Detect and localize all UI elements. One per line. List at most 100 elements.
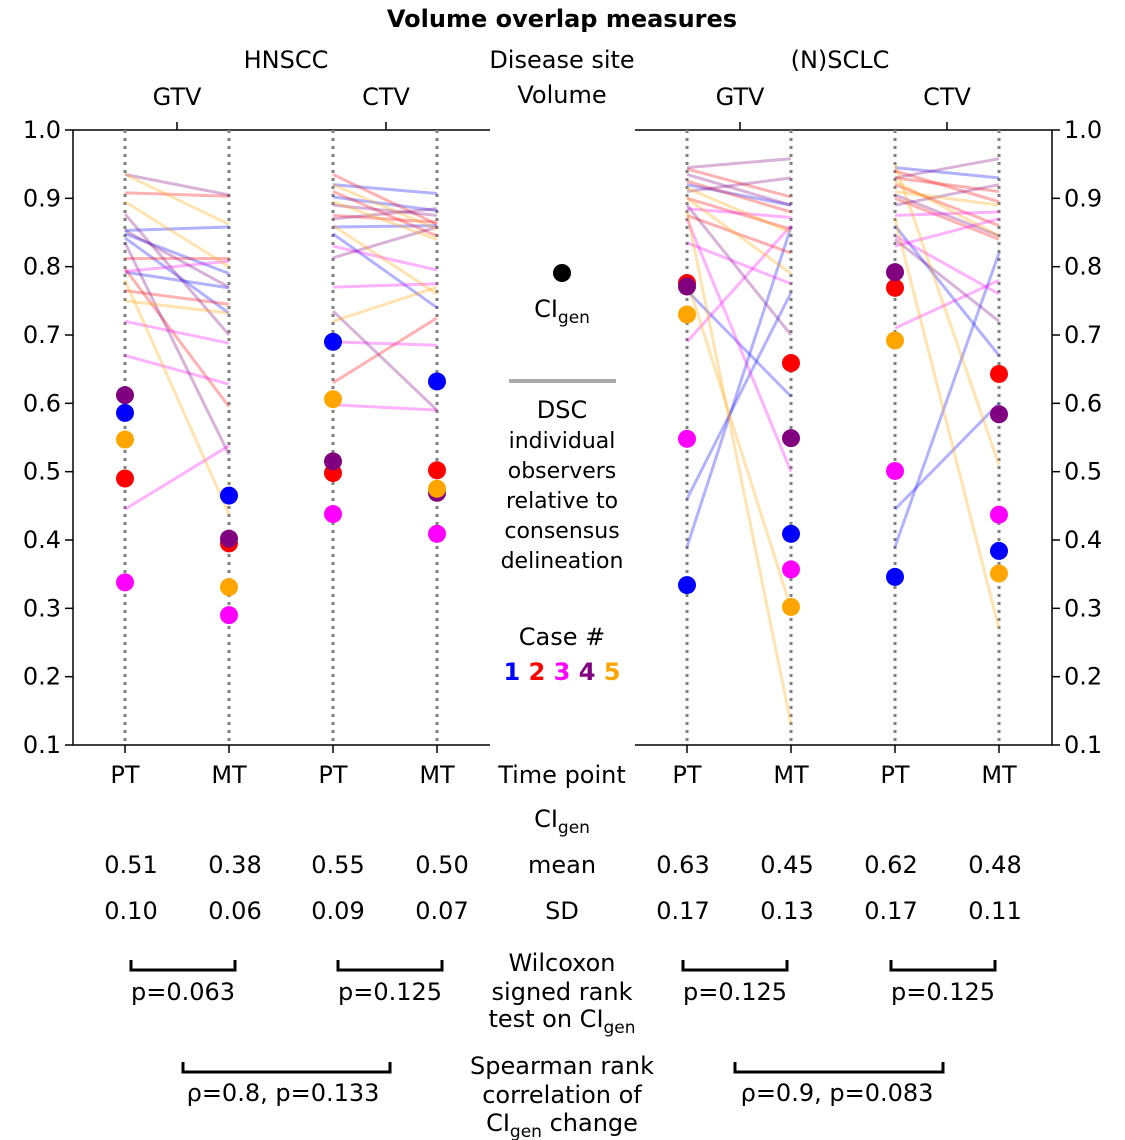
dsc-line-hnscc-gtv-case-1 <box>124 232 230 275</box>
dsc-line-nsclc-gtv-case-1 <box>685 226 793 548</box>
dsc-line-hnscc-gtv-case-3 <box>124 444 230 511</box>
y-tick-label-nsclc: 0.5 <box>1064 458 1102 486</box>
dsc-line-hnscc-ctv-case-2 <box>332 213 438 224</box>
y-tick-label-nsclc: 1.0 <box>1064 116 1102 144</box>
cigen-dot-nsclc-gtv-mt-case-4 <box>782 429 800 448</box>
dsc-line-hnscc-gtv-case-2 <box>124 289 230 306</box>
dsc-line-hnscc-ctv-case-5 <box>332 183 438 231</box>
legend-case-numbers: 1 2 3 4 5 <box>504 658 621 686</box>
cigen-dot-nsclc-gtv-mt-case-5 <box>782 597 800 616</box>
dsc-line-hnscc-ctv-case-3 <box>332 282 438 289</box>
cigen-dot-hnscc-gtv-mt-case-1 <box>220 486 238 505</box>
x-tick-label-nsclc: MT <box>981 761 1017 789</box>
cigen-dot-hnscc-ctv-pt-case-1 <box>324 332 342 351</box>
dsc-line-nsclc-gtv-case-1 <box>685 291 793 500</box>
dsc-line-nsclc-ctv-case-5 <box>894 179 1000 238</box>
cigen-dot-nsclc-ctv-pt-case-5 <box>886 331 904 350</box>
y-tick-label-hnscc: 0.9 <box>23 184 61 212</box>
cigen-dot-hnscc-ctv-pt-case-5 <box>324 390 342 409</box>
mean-hnscc-ctv-mt: 0.50 <box>415 851 468 879</box>
cigen-dot-hnscc-ctv-mt-case-3 <box>428 524 446 543</box>
legend-dsc-line-1: DSC <box>537 396 587 424</box>
dsc-line-hnscc-gtv-case-5 <box>124 299 230 315</box>
legend-dsc-line-2: individual <box>509 429 616 454</box>
dsc-line-hnscc-gtv-case-5 <box>124 200 230 268</box>
dsc-line-hnscc-ctv-case-3 <box>332 244 438 272</box>
sd-nsclc-ctv-pt: 0.17 <box>864 897 917 925</box>
volume-label-hnscc-ctv: CTV <box>362 83 410 111</box>
dsc-line-hnscc-ctv-case-1 <box>332 195 438 213</box>
dsc-line-nsclc-gtv-case-5 <box>685 279 793 609</box>
stats-mean-label: mean <box>528 851 596 879</box>
dsc-line-nsclc-ctv-case-4 <box>894 183 1000 207</box>
mean-nsclc-ctv-mt: 0.48 <box>968 851 1021 879</box>
legend-dsc-line-3: observers <box>508 459 617 484</box>
volume-label: Volume <box>517 81 606 109</box>
x-tick-label-nsclc: PT <box>880 761 909 789</box>
dsc-line-nsclc-ctv-case-2 <box>894 196 1000 241</box>
figure-title: Volume overlap measures <box>387 5 737 33</box>
dsc-line-nsclc-gtv-case-5 <box>685 211 793 725</box>
dsc-line-nsclc-gtv-case-1 <box>686 183 792 207</box>
cigen-dot-nsclc-ctv-mt-case-4 <box>990 405 1008 424</box>
dsc-line-hnscc-ctv-case-4 <box>331 309 439 412</box>
y-tick-label-nsclc: 0.8 <box>1064 253 1102 281</box>
stats-cigen-header: CIgen <box>534 805 590 838</box>
legend-dsc-line-4: relative to <box>506 489 618 514</box>
legend-case-1: 1 <box>504 658 521 686</box>
dsc-line-hnscc-ctv-case-3 <box>332 403 438 412</box>
dsc-line-nsclc-ctv-case-1 <box>893 252 1001 548</box>
y-tick-label-nsclc: 0.9 <box>1064 184 1102 212</box>
cigen-dot-nsclc-gtv-pt-case-3 <box>678 429 696 448</box>
y-tick-label-nsclc: 0.1 <box>1064 731 1102 759</box>
dsc-line-hnscc-gtv-case-1 <box>124 270 230 290</box>
disease-site-label: Disease site <box>489 46 634 74</box>
dsc-line-nsclc-ctv-case-1 <box>893 224 1001 357</box>
sd-hnscc-gtv-pt: 0.10 <box>104 897 157 925</box>
legend-case-2: 2 <box>529 658 546 686</box>
sd-nsclc-gtv-mt: 0.13 <box>760 897 813 925</box>
dsc-line-nsclc-gtv-case-4 <box>686 157 792 170</box>
dsc-line-nsclc-gtv-case-3 <box>686 241 792 286</box>
dsc-line-hnscc-ctv-case-4 <box>332 225 438 260</box>
x-tick-label-nsclc: PT <box>672 761 701 789</box>
dsc-line-nsclc-ctv-case-4 <box>894 193 1000 238</box>
wilcoxon-bracket-hnscc-gtv <box>129 960 237 972</box>
cigen-dot-nsclc-gtv-mt-case-1 <box>782 524 800 543</box>
cigen-dot-nsclc-ctv-mt-case-1 <box>990 541 1008 560</box>
dsc-line-hnscc-gtv-case-5 <box>123 279 231 515</box>
y-tick-label-hnscc: 0.2 <box>23 663 61 691</box>
dsc-line-nsclc-gtv-case-3 <box>685 224 793 343</box>
cigen-dot-hnscc-gtv-mt-case-3 <box>220 606 238 625</box>
volume-label-hnscc-gtv: GTV <box>153 83 202 111</box>
cigen-dot-hnscc-gtv-pt-case-3 <box>116 573 134 592</box>
wilcoxon-label-1: Wilcoxon <box>508 949 615 977</box>
x-tick-label-nsclc: MT <box>773 761 809 789</box>
cigen-dot-nsclc-ctv-mt-case-3 <box>990 505 1008 524</box>
dsc-line-nsclc-gtv-case-4 <box>685 204 793 336</box>
legend-case-4: 4 <box>579 658 596 686</box>
y-tick-label-hnscc: 1.0 <box>23 116 61 144</box>
sd-hnscc-ctv-pt: 0.09 <box>311 897 364 925</box>
dsc-line-nsclc-ctv-case-5 <box>893 163 1001 466</box>
dsc-line-hnscc-gtv-case-5 <box>124 173 230 226</box>
dsc-line-hnscc-ctv-case-5 <box>332 285 438 323</box>
spearman-bracket-nsclc <box>733 1062 945 1074</box>
dsc-line-hnscc-ctv-case-1 <box>332 183 438 196</box>
dsc-line-nsclc-ctv-case-3 <box>894 210 1000 217</box>
cigen-dot-nsclc-ctv-mt-case-2 <box>990 364 1008 383</box>
dsc-line-hnscc-ctv-case-2 <box>332 173 438 226</box>
dsc-line-nsclc-gtv-case-3 <box>686 207 792 219</box>
dsc-line-nsclc-ctv-case-3 <box>894 217 1000 248</box>
cigen-dot-nsclc-ctv-mt-case-5 <box>990 564 1008 583</box>
y-tick-label-hnscc: 0.4 <box>23 526 61 554</box>
cigen-dot-hnscc-ctv-pt-case-3 <box>324 505 342 524</box>
cigen-dot-nsclc-ctv-pt-case-3 <box>886 461 904 480</box>
mean-hnscc-ctv-pt: 0.55 <box>311 851 364 879</box>
y-tick-label-hnscc: 0.3 <box>23 594 61 622</box>
cigen-dot-hnscc-gtv-pt-case-5 <box>116 430 134 449</box>
spearman-label-3: CIgen change <box>486 1109 638 1140</box>
spearman-label-2: correlation of <box>482 1081 642 1109</box>
dsc-line-hnscc-ctv-case-5 <box>332 200 438 241</box>
